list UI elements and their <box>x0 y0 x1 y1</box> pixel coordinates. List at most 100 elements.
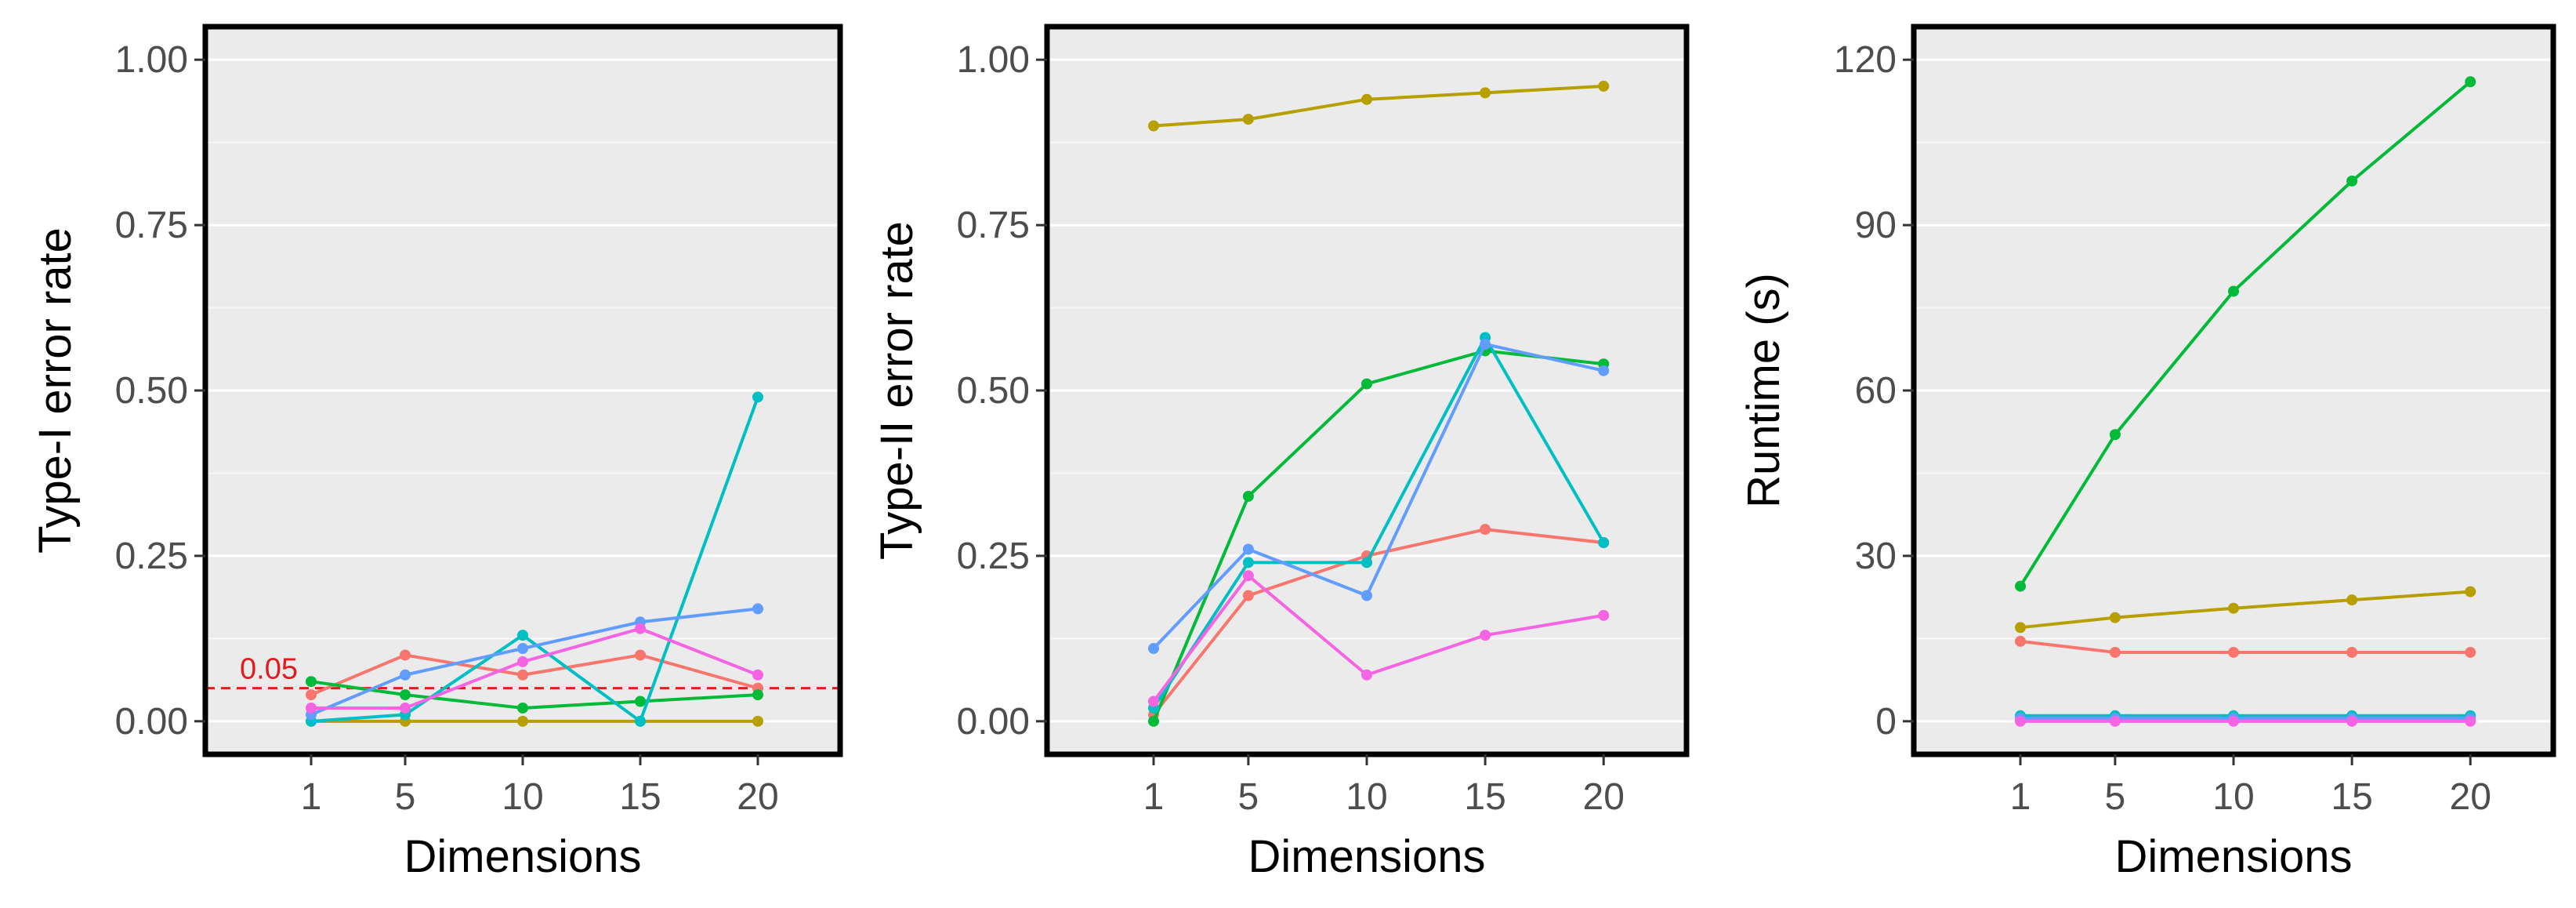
data-point-cyan <box>1361 557 1372 568</box>
data-point-gold <box>1361 93 1372 105</box>
x-tick-label: 5 <box>2105 776 2126 818</box>
x-tick-label: 20 <box>1583 776 1625 818</box>
data-point-magenta <box>517 656 528 667</box>
data-point-blue <box>1148 643 1159 655</box>
data-point-blue <box>1598 365 1610 376</box>
data-point-magenta <box>400 702 411 714</box>
data-point-salmon <box>2109 646 2121 658</box>
data-point-magenta <box>2228 715 2239 727</box>
data-point-green <box>1361 378 1372 390</box>
data-point-salmon <box>517 669 528 681</box>
x-axis-label: Dimensions <box>1248 831 1486 882</box>
data-point-green <box>2015 580 2026 592</box>
y-axis-label: Type-I error rate <box>30 227 81 554</box>
x-tick-label: 15 <box>619 776 661 818</box>
data-point-salmon <box>2015 635 2026 647</box>
data-point-green <box>306 676 317 688</box>
data-point-green <box>635 696 646 707</box>
data-point-green <box>2346 175 2358 187</box>
x-tick-label: 10 <box>502 776 543 818</box>
data-point-green <box>1148 715 1159 727</box>
data-point-green <box>752 689 763 701</box>
data-point-green <box>1242 490 1254 502</box>
x-tick-label: 5 <box>1238 776 1259 818</box>
x-tick-label: 15 <box>2331 776 2372 818</box>
data-point-magenta <box>2465 715 2476 727</box>
x-tick-label: 1 <box>301 776 322 818</box>
data-point-salmon <box>635 649 646 661</box>
data-point-gold <box>2346 594 2358 606</box>
panel-type-i-error: 0.050.000.250.500.751.001 5 10 15 20Dimensio… <box>30 24 843 882</box>
x-tick-label: 1 <box>2010 776 2031 818</box>
data-point-salmon <box>2465 646 2476 658</box>
reference-line-label: 0.05 <box>240 653 298 686</box>
data-point-gold <box>1242 114 1254 125</box>
data-point-blue <box>1480 338 1491 350</box>
y-tick-label: 60 <box>1855 370 1897 412</box>
data-point-blue <box>1361 590 1372 601</box>
data-point-gold <box>517 715 528 727</box>
y-tick-label: 30 <box>1855 536 1897 577</box>
x-tick-label: 10 <box>1346 776 1387 818</box>
y-axis-label: Runtime (s) <box>1738 273 1789 508</box>
data-point-magenta <box>2346 715 2358 727</box>
x-axis-label: Dimensions <box>2115 831 2353 882</box>
data-point-magenta <box>1242 570 1254 582</box>
y-tick-label: 0.25 <box>115 536 188 577</box>
x-tick-label: 15 <box>1464 776 1505 818</box>
data-point-salmon <box>400 649 411 661</box>
y-tick-label: 0.00 <box>957 701 1030 743</box>
data-point-magenta <box>752 669 763 681</box>
data-point-magenta <box>2015 715 2026 727</box>
data-point-gold <box>2109 612 2121 623</box>
x-tick-label: 5 <box>395 776 416 818</box>
x-axis-label: Dimensions <box>404 831 642 882</box>
data-point-gold <box>752 715 763 727</box>
panel-type-ii-error: 0.000.250.500.751.001 5 10 15 20DimensionsTy… <box>871 24 1690 882</box>
y-tick-label: 1.00 <box>115 39 188 81</box>
data-point-magenta <box>635 623 646 634</box>
data-point-gold <box>2015 622 2026 634</box>
data-point-salmon <box>2228 646 2239 658</box>
data-point-blue <box>517 643 528 655</box>
data-point-magenta <box>306 702 317 714</box>
y-axis-label: Type-II error rate <box>871 221 922 560</box>
x-tick-label: 20 <box>2450 776 2491 818</box>
y-tick-label: 0.75 <box>957 205 1030 246</box>
data-point-magenta <box>1480 630 1491 641</box>
data-point-green <box>2465 76 2476 88</box>
x-tick-label: 20 <box>737 776 778 818</box>
data-point-cyan <box>517 630 528 641</box>
data-point-blue <box>752 603 763 615</box>
y-tick-label: 0 <box>1875 701 1897 743</box>
y-tick-label: 0.00 <box>115 701 188 743</box>
data-point-gold <box>1148 120 1159 132</box>
y-tick-label: 120 <box>1834 39 1897 81</box>
data-point-salmon <box>306 689 317 701</box>
x-tick-label: 10 <box>2212 776 2254 818</box>
data-point-magenta <box>1598 609 1610 621</box>
data-point-salmon <box>2346 646 2358 658</box>
data-point-blue <box>400 669 411 681</box>
data-point-cyan <box>752 391 763 403</box>
data-point-blue <box>1242 543 1254 555</box>
x-tick-label: 1 <box>1143 776 1165 818</box>
data-point-cyan <box>1242 557 1254 568</box>
data-point-magenta <box>1148 696 1159 707</box>
data-point-magenta <box>1361 669 1372 681</box>
data-point-green <box>517 702 528 714</box>
y-tick-label: 0.75 <box>115 205 188 246</box>
data-point-magenta <box>2109 715 2121 727</box>
data-point-gold <box>1480 87 1491 99</box>
data-point-gold <box>1598 80 1610 92</box>
y-tick-label: 90 <box>1855 205 1897 246</box>
y-tick-label: 1.00 <box>957 39 1030 81</box>
data-point-green <box>400 689 411 701</box>
data-point-cyan <box>635 715 646 727</box>
data-point-green <box>2109 429 2121 441</box>
y-tick-label: 0.25 <box>957 536 1030 577</box>
data-point-salmon <box>1242 590 1254 601</box>
